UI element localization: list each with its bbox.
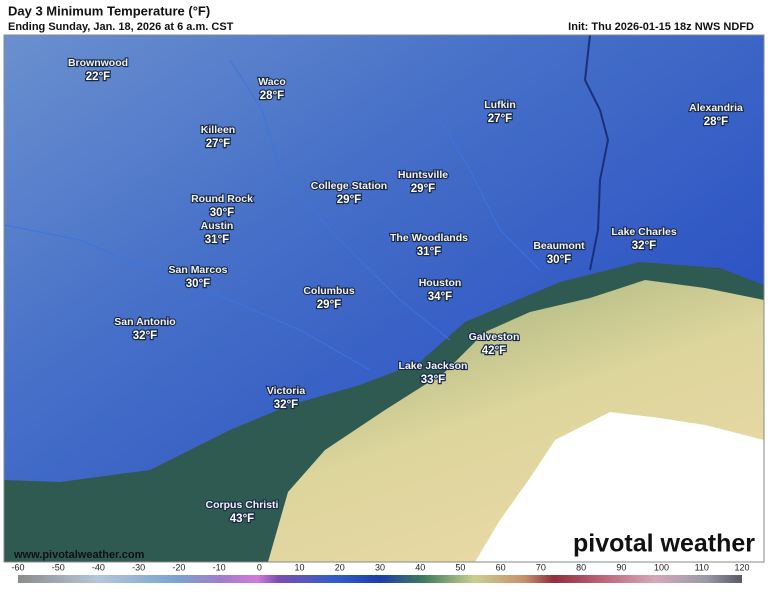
city-name: Victoria xyxy=(267,385,305,397)
colorbar-tick-label: -30 xyxy=(132,562,145,572)
city-name: The Woodlands xyxy=(390,232,468,244)
colorbar-ticks: -60 -50 -40 -30 -20 -10 0 10 20 30 40 50 60 70 80 90 100… xyxy=(11,562,749,572)
city-temp: 29°F xyxy=(317,299,341,311)
city-temp: 28°F xyxy=(704,116,728,128)
city-name: Houston xyxy=(419,277,462,289)
map-area xyxy=(3,34,765,563)
city-name: Corpus Christi xyxy=(206,499,279,511)
colorbar-tick-label: 10 xyxy=(295,562,305,572)
city-temp: 29°F xyxy=(411,183,435,195)
city-name: Austin xyxy=(201,220,234,232)
city-name: Lake Charles xyxy=(611,226,677,238)
colorbar-tick-label: -40 xyxy=(92,562,105,572)
city-temp: 22°F xyxy=(86,71,110,83)
city-name: Beaumont xyxy=(533,240,585,252)
colorbar-tick-label: 0 xyxy=(257,562,262,572)
city-name: Killeen xyxy=(201,124,235,136)
colorbar-tick-label: 100 xyxy=(654,562,669,572)
colorbar-tick-label: 110 xyxy=(695,562,709,572)
colorbar-tick-label: 50 xyxy=(455,562,465,572)
city-name: Round Rock xyxy=(191,193,253,205)
title: Day 3 Minimum Temperature (°F) xyxy=(8,3,210,18)
city-temp: 32°F xyxy=(632,240,656,252)
colorbar-tick-label: -60 xyxy=(11,562,24,572)
colorbar-tick-label: 40 xyxy=(415,562,425,572)
init-time: Init: Thu 2026-01-15 18z NWS NDFD xyxy=(568,21,754,33)
city-temp: 43°F xyxy=(230,513,254,525)
river xyxy=(439,119,541,271)
city-temp: 42°F xyxy=(482,345,506,357)
city-name: San Antonio xyxy=(114,316,175,328)
city-temp: 31°F xyxy=(205,234,229,246)
city-labels: Brownwood 22°F Waco 28°F Lufkin 27°F Alexandri… xyxy=(67,56,744,527)
city-name: College Station xyxy=(311,180,387,192)
colorbar-tick-label: 120 xyxy=(734,562,749,572)
colorbar-tick-label: -50 xyxy=(52,562,65,572)
river xyxy=(3,224,371,371)
map-border xyxy=(3,34,765,563)
colorbar-tick-label: -20 xyxy=(172,562,185,572)
city-name: Galveston xyxy=(469,331,520,343)
city-temp: 32°F xyxy=(133,330,157,342)
city-temp: 32°F xyxy=(274,399,298,411)
city-name: Alexandria xyxy=(689,102,743,114)
city-name: San Marcos xyxy=(169,264,228,276)
city-name: Huntsville xyxy=(398,169,448,181)
city-temp: 28°F xyxy=(260,90,284,102)
city-name: Waco xyxy=(258,76,286,88)
city-name: Brownwood xyxy=(68,57,128,69)
river xyxy=(229,59,451,341)
colorbar-tick-label: 20 xyxy=(335,562,345,572)
city-temp: 33°F xyxy=(421,374,445,386)
colorbar-tick-label: 70 xyxy=(536,562,546,572)
city-temp: 30°F xyxy=(547,254,571,266)
city-temp: 27°F xyxy=(488,113,512,125)
colorbar-tick-label: 60 xyxy=(496,562,506,572)
city-name: Lake Jackson xyxy=(399,360,468,372)
city-name: Columbus xyxy=(303,285,354,297)
city-temp: 29°F xyxy=(337,194,361,206)
city-temp: 27°F xyxy=(206,138,230,150)
white-area xyxy=(475,412,764,562)
logo: pivotal weather xyxy=(573,530,755,558)
colorbar-tick-label: 80 xyxy=(576,562,586,572)
colorbar-tick-label: 30 xyxy=(375,562,385,572)
city-temp: 30°F xyxy=(186,278,210,290)
city-name: Lufkin xyxy=(484,99,516,111)
city-temp: 31°F xyxy=(417,246,441,258)
river xyxy=(583,34,610,271)
city-temp: 30°F xyxy=(210,207,234,219)
subtitle: Ending Sunday, Jan. 18, 2026 at 6 a.m. C… xyxy=(8,21,234,33)
colorbar-tick-label: -10 xyxy=(213,562,226,572)
colorbar-tick-label: 90 xyxy=(616,562,626,572)
colorbar xyxy=(18,575,742,583)
watermark: www.pivotalweather.com xyxy=(13,549,145,561)
city-temp: 34°F xyxy=(428,291,452,303)
